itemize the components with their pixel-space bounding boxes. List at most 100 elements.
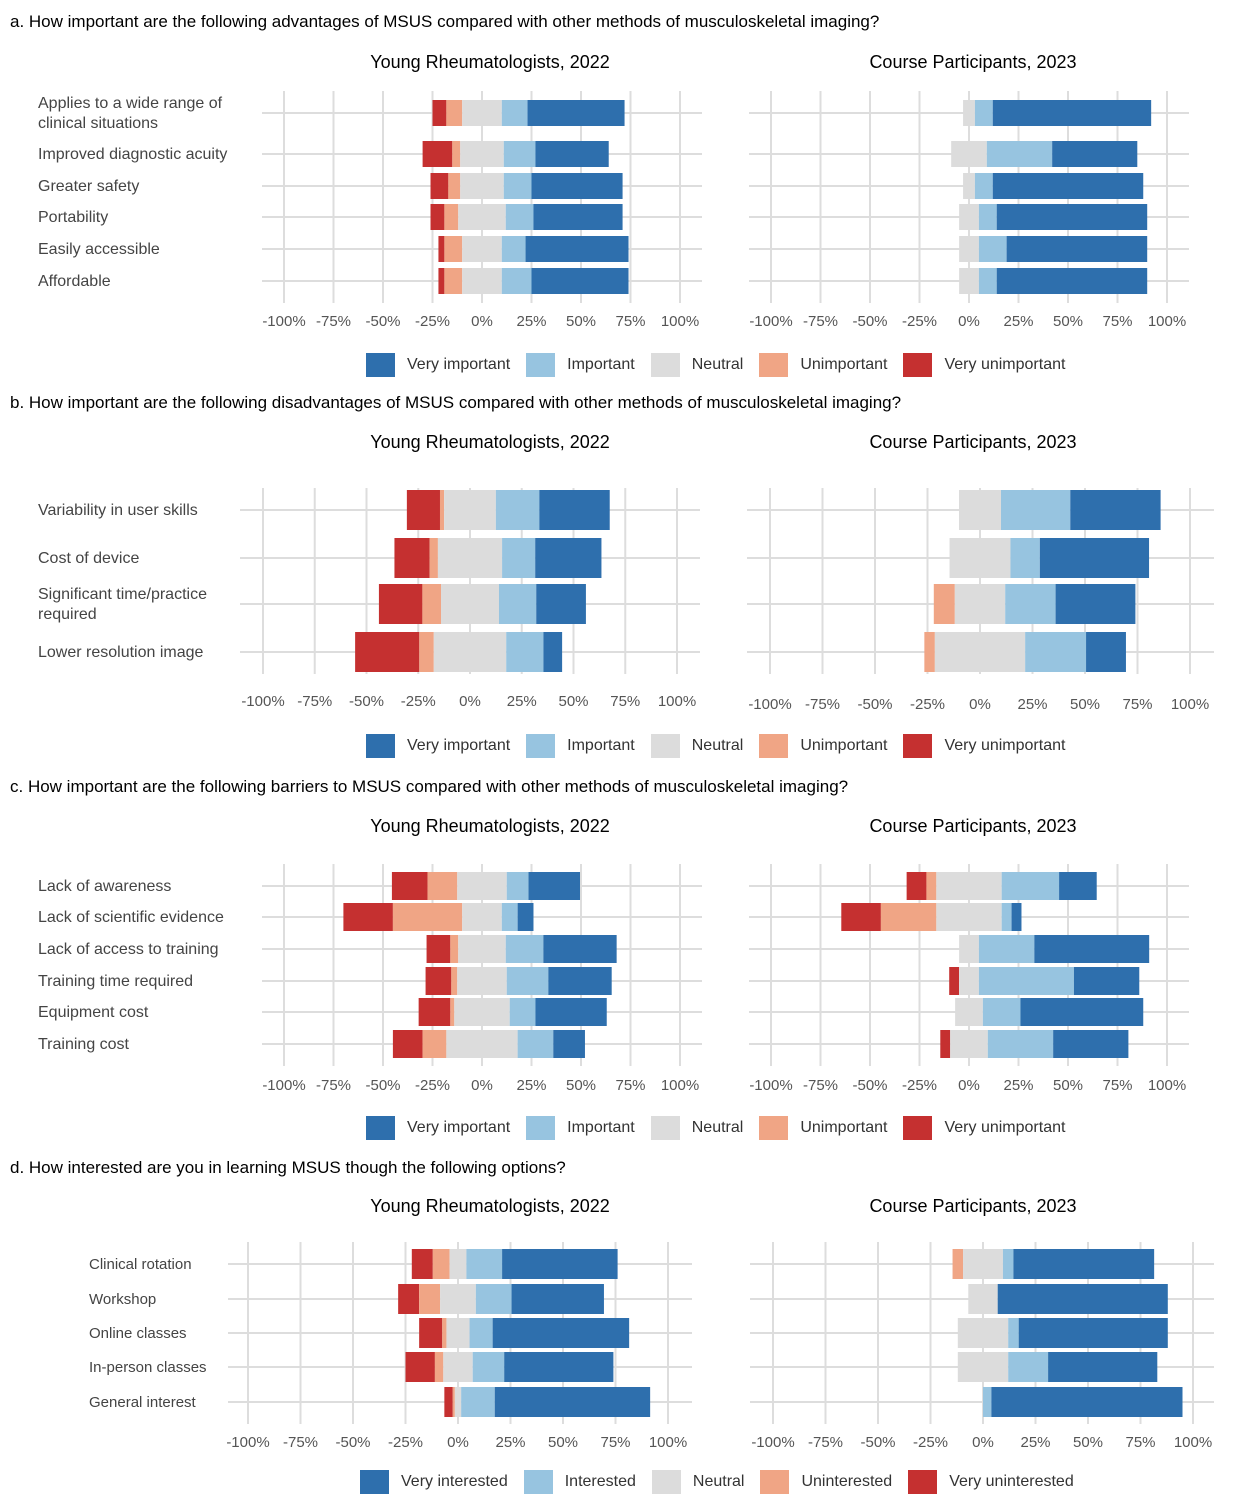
legend-item: Neutral xyxy=(651,1470,744,1494)
bar-segment xyxy=(391,872,428,900)
category-label: Cost of device xyxy=(38,550,139,567)
bar-segment xyxy=(502,538,536,578)
bar-segment xyxy=(1025,632,1087,672)
bar-segment xyxy=(1039,538,1150,578)
bar-segment xyxy=(951,141,987,167)
x-tick-label: -100% xyxy=(751,1434,794,1451)
legend-item: Very important xyxy=(366,734,510,758)
category-label: Clinical rotation xyxy=(89,1256,192,1273)
bar-segment xyxy=(450,935,459,963)
category-label-line: Significant time/practice xyxy=(38,586,207,603)
category-label: Workshop xyxy=(89,1291,156,1308)
bar-segment xyxy=(440,1284,476,1314)
x-tick-label: -75% xyxy=(808,1434,843,1451)
legend-item: Very important xyxy=(366,353,510,377)
bar-segment xyxy=(392,1030,423,1058)
bar-segment xyxy=(454,998,510,1026)
x-tick-label: 75% xyxy=(1125,1434,1155,1451)
legend-swatch xyxy=(650,734,680,758)
legend-swatch xyxy=(526,353,556,377)
x-tick-label: 100% xyxy=(1171,696,1209,713)
x-tick-label: 0% xyxy=(447,1434,469,1451)
bar-segment xyxy=(462,236,502,262)
bar-segment xyxy=(531,268,629,294)
bar-segment xyxy=(444,490,496,530)
bar-segment xyxy=(983,1387,992,1417)
x-tick-label: -50% xyxy=(857,696,892,713)
x-tick-label: 0% xyxy=(972,1434,994,1451)
bar-segment xyxy=(533,204,623,230)
bar-segment xyxy=(502,1249,618,1279)
bar-segment xyxy=(429,538,438,578)
bar-segment xyxy=(427,872,458,900)
bar-segment xyxy=(982,998,1021,1026)
legend: Very important Important Neutral Unimpor… xyxy=(366,734,1081,758)
legend-item: Interested xyxy=(523,1470,636,1494)
bar-segment xyxy=(446,1030,518,1058)
x-tick-label: 50% xyxy=(566,1077,596,1094)
x-tick-label: -25% xyxy=(913,1434,948,1451)
legend-swatch xyxy=(759,1116,789,1140)
bar-segment xyxy=(506,872,529,900)
category-label-line: Easily accessible xyxy=(38,241,160,258)
bar-segment xyxy=(411,1249,433,1279)
bar-segment xyxy=(378,584,423,624)
bar-segment xyxy=(906,872,927,900)
bar-segment xyxy=(997,1284,1168,1314)
bar-segment xyxy=(458,935,506,963)
x-tick-label: 25% xyxy=(495,1434,525,1451)
bar-segment xyxy=(959,490,1001,530)
x-tick-label: 25% xyxy=(516,1077,546,1094)
category-label-line: Lack of scientific evidence xyxy=(38,909,224,926)
bar-segment xyxy=(535,538,602,578)
category-label-line: Clinical rotation xyxy=(89,1256,192,1273)
bar-segment xyxy=(959,935,979,963)
bar-segment xyxy=(498,584,537,624)
chart-title: Young Rheumatologists, 2022 xyxy=(370,432,610,452)
x-tick-label: 0% xyxy=(969,696,991,713)
chart-title: Young Rheumatologists, 2022 xyxy=(370,1196,610,1216)
bar-segment xyxy=(430,173,449,199)
bar-segment xyxy=(959,268,979,294)
category-label: Equipment cost xyxy=(38,1004,149,1021)
x-tick-label: 75% xyxy=(615,1077,645,1094)
x-tick-label: -75% xyxy=(297,693,332,710)
legend-swatch xyxy=(650,353,680,377)
category-label: Applies to a wide range of clinical situa… xyxy=(38,95,223,132)
bar-segment xyxy=(1018,1318,1168,1348)
chart-title: Course Participants, 2023 xyxy=(869,52,1077,72)
bar-segment xyxy=(461,1387,495,1417)
legend-item: Unimportant xyxy=(759,353,887,377)
bar-segment xyxy=(978,204,997,230)
legend-swatch xyxy=(908,1470,938,1494)
x-tick-label: 50% xyxy=(566,313,596,330)
bar-segment xyxy=(543,935,617,963)
bar-segment xyxy=(553,1030,585,1058)
category-label: Greater safety xyxy=(38,178,139,195)
bar-segment xyxy=(535,141,609,167)
category-label-line: Improved diagnostic acuity xyxy=(38,146,227,163)
bar-segment xyxy=(503,141,536,167)
category-label-line: Greater safety xyxy=(38,178,139,195)
chart-title: Young Rheumatologists, 2022 xyxy=(370,816,610,836)
bar-segment xyxy=(452,1387,455,1417)
bar-segment xyxy=(432,1249,450,1279)
category-label-line: clinical situations xyxy=(38,115,158,132)
legend-swatch xyxy=(759,353,789,377)
bar-segment xyxy=(501,903,518,931)
bar-segment xyxy=(457,872,507,900)
bar-segment xyxy=(536,584,586,624)
bar-segment xyxy=(438,236,445,262)
bar-segment xyxy=(422,584,442,624)
x-tick-label: -75% xyxy=(805,696,840,713)
x-tick-label: 25% xyxy=(1003,1077,1033,1094)
bar-segment xyxy=(494,1387,651,1417)
x-tick-label: -25% xyxy=(401,693,436,710)
bar-segment xyxy=(525,236,629,262)
bar-segment xyxy=(444,268,463,294)
legend-swatch xyxy=(903,1116,933,1140)
category-label: Training cost xyxy=(38,1036,130,1053)
question-text: d. How interested are you in learning MS… xyxy=(10,1158,566,1177)
category-label: General interest xyxy=(89,1394,197,1411)
legend-item: Unimportant xyxy=(759,734,887,758)
